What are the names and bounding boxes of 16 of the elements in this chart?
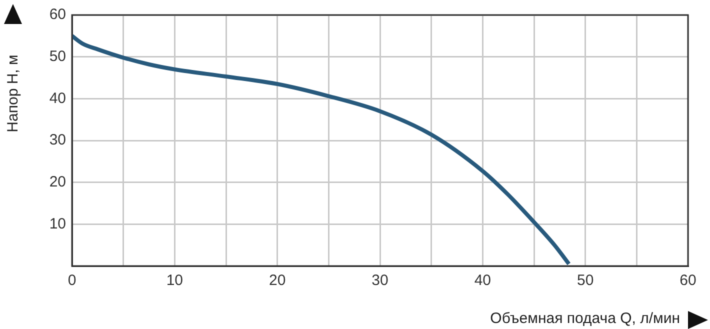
x-tick-label: 20: [268, 272, 286, 290]
x-axis-title: Объемная подача Q, л/мин: [490, 310, 680, 327]
y-tick-label: 50: [49, 48, 66, 65]
y-tick-label: 10: [49, 215, 66, 232]
x-tick-label: 10: [166, 272, 184, 290]
y-tick-label: 60: [49, 6, 66, 24]
y-axis-title: Напор H, м: [4, 54, 22, 132]
x-tick-label: 30: [372, 272, 388, 290]
x-tick-label: 0: [68, 272, 76, 290]
y-tick-label: 30: [49, 132, 66, 149]
line-series: [72, 34, 571, 266]
x-tick-label: 60: [680, 272, 696, 290]
y-tick-label: 20: [49, 173, 66, 190]
x-tick-label: 50: [576, 272, 594, 290]
y-tick-label: 40: [49, 90, 66, 107]
x-tick-label: 40: [474, 272, 492, 290]
